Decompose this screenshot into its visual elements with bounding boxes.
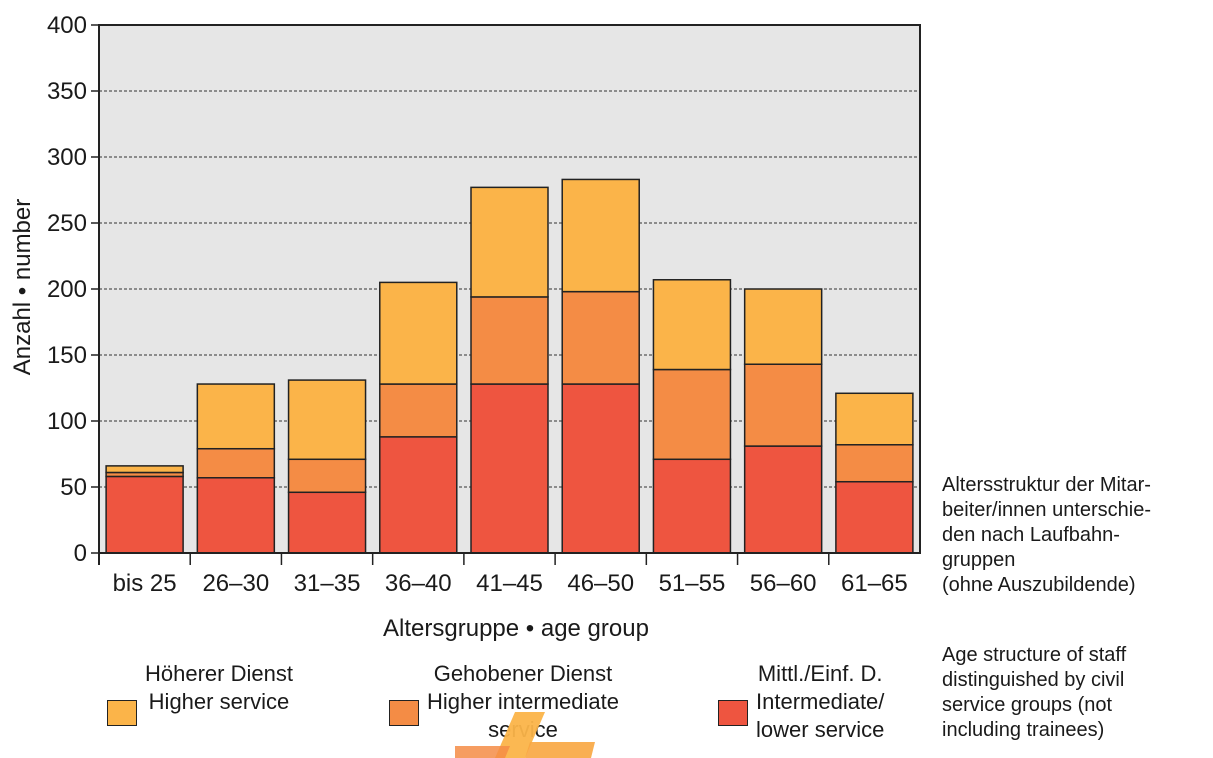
- caption-german: Altersstruktur der Mitar- beiter/innen u…: [942, 474, 1152, 596]
- bar-segment: [105, 465, 184, 474]
- legend-swatch-intermediate-lower-service: [718, 700, 748, 726]
- bar-segment: [379, 383, 458, 438]
- legend-label-higher-intermediate-service: Gehobener Dienst Higher intermediate low…: [427, 661, 619, 742]
- bar-segment: [743, 288, 823, 365]
- y-tick-label: 400: [47, 12, 87, 39]
- y-tick-label: 50: [60, 474, 87, 501]
- legend-item-higher-service: Höherer Dienst Higher service: [107, 660, 293, 726]
- bar-segment: [561, 178, 640, 293]
- bar-segment: [561, 383, 640, 554]
- y-tick-label: 100: [47, 408, 87, 435]
- tick-labels: 0 50 100 150 200 250 300 350 400 bis 25 26–30 31–35…: [47, 12, 908, 597]
- bar-segment: [196, 383, 276, 450]
- x-tick-label: 41–45: [476, 570, 543, 597]
- bar-segment: [470, 296, 549, 385]
- bar-segment: [835, 480, 914, 554]
- legend-label-intermediate-lower-service: Mittl./Einf. D. Intermediate/ lower serv…: [756, 661, 885, 742]
- x-tick-label: 31–35: [294, 570, 361, 597]
- bar-segment: [743, 363, 823, 447]
- bar-segment: [470, 383, 549, 554]
- bar-segment: [652, 368, 732, 461]
- y-axis-title: Anzahl • number: [9, 199, 36, 376]
- x-tick-label: 36–40: [385, 570, 452, 597]
- legend-swatch-higher-intermediate-service: [389, 700, 419, 726]
- bar-segment: [561, 290, 640, 385]
- y-tick-label: 350: [47, 78, 87, 105]
- bar-segment: [196, 477, 276, 554]
- y-tick-label: 300: [47, 144, 87, 171]
- legend-label-higher-service: Höherer Dienst Higher service: [145, 661, 293, 714]
- legend-item-higher-intermediate-service: Gehobener Dienst Higher intermediate low…: [389, 660, 619, 744]
- bar-segment: [470, 186, 549, 298]
- bar-segment: [379, 436, 458, 554]
- x-tick-label: 61–65: [841, 570, 908, 597]
- bar-segment: [743, 445, 823, 554]
- caption-english: Age structure of staff distinguished by …: [942, 644, 1127, 741]
- bar-segment: [652, 458, 732, 554]
- x-axis-title: Altersgruppe • age group: [383, 615, 649, 642]
- axes: [91, 24, 921, 565]
- bar-segment: [287, 458, 367, 494]
- legend-item-intermediate-lower-service: Mittl./Einf. D. Intermediate/ lower serv…: [718, 660, 884, 744]
- x-tick-label: 56–60: [750, 570, 817, 597]
- legend-swatch-higher-service: [107, 700, 137, 726]
- x-tick-label: 46–50: [567, 570, 634, 597]
- bar-segment: [652, 279, 732, 371]
- y-tick-label: 200: [47, 276, 87, 303]
- y-tick-label: 150: [47, 342, 87, 369]
- bar-segment: [196, 447, 276, 479]
- bar-segment: [287, 379, 367, 461]
- bars: [105, 178, 914, 554]
- x-tick-label: 51–55: [659, 570, 726, 597]
- bar-segment: [835, 444, 914, 483]
- bar-segment: [287, 491, 367, 554]
- bar-segment: [835, 392, 914, 446]
- x-tick-label: 26–30: [202, 570, 269, 597]
- x-tick-label: bis 25: [113, 570, 177, 597]
- bar-segment: [379, 281, 458, 385]
- y-tick-label: 0: [74, 540, 87, 567]
- y-tick-label: 250: [47, 210, 87, 237]
- bar-segment: [105, 475, 184, 554]
